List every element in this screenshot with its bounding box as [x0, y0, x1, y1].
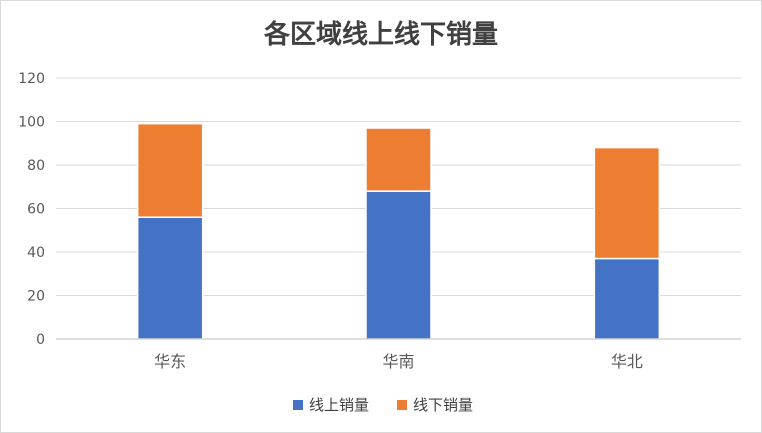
- legend-swatch: [397, 400, 407, 410]
- bar-segment: [365, 190, 432, 340]
- x-tick-label: 华北: [611, 352, 643, 371]
- x-tick-label: 华东: [154, 352, 186, 371]
- legend-label: 线上销量: [309, 396, 369, 414]
- legend: 线上销量 线下销量: [293, 396, 473, 414]
- legend-label: 线下销量: [413, 396, 473, 414]
- bar-segment: [136, 122, 204, 218]
- bar-segment: [136, 216, 204, 340]
- x-axis: 华东 华南 华北: [56, 338, 741, 371]
- y-tick-label: 0: [36, 332, 45, 348]
- y-tick-label: 100: [18, 115, 45, 131]
- bar-segment: [593, 146, 661, 260]
- legend-item: 线上销量: [293, 396, 369, 414]
- y-tick-label: 40: [27, 245, 45, 261]
- bar-segment: [593, 257, 661, 340]
- y-axis-ticks: 0 20 40 60 80 100 120: [18, 71, 45, 348]
- y-tick-label: 20: [27, 289, 45, 305]
- y-tick-label: 80: [27, 158, 45, 174]
- y-tick-label: 120: [18, 71, 45, 87]
- chart-title: 各区域线上线下销量: [263, 19, 498, 50]
- bar-segment: [365, 127, 432, 192]
- legend-item: 线下销量: [397, 396, 473, 414]
- legend-swatch: [293, 400, 303, 410]
- bars: [136, 122, 661, 340]
- y-tick-label: 60: [27, 202, 45, 218]
- x-tick-label: 华南: [382, 352, 414, 371]
